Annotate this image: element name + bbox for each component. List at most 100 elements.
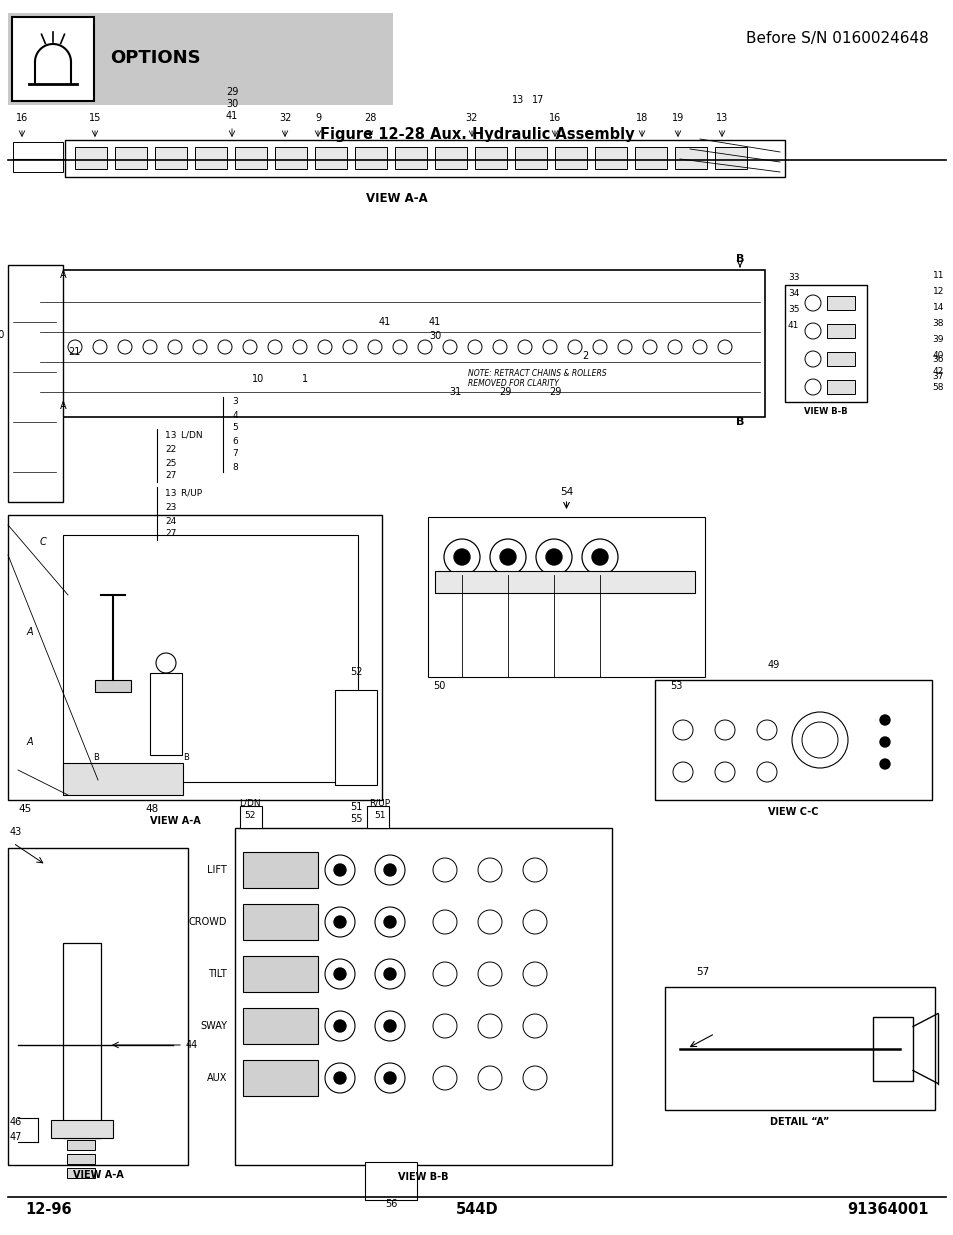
Text: 12-96: 12-96	[25, 1202, 71, 1216]
Text: TILT: TILT	[208, 969, 227, 979]
Bar	[51, 1120, 112, 1137]
Bar	[243, 904, 317, 940]
Bar	[428, 517, 704, 677]
Bar	[664, 987, 934, 1110]
Circle shape	[454, 550, 470, 564]
Text: 41: 41	[378, 317, 391, 327]
Text: CROWD: CROWD	[189, 918, 227, 927]
Circle shape	[879, 760, 889, 769]
Text: OPTIONS: OPTIONS	[110, 49, 200, 67]
Text: B: B	[93, 753, 99, 762]
Text: 16: 16	[548, 112, 560, 124]
Bar	[872, 1016, 912, 1081]
Text: 11: 11	[931, 270, 943, 279]
Text: 55: 55	[350, 814, 362, 824]
Text: 24: 24	[165, 516, 176, 526]
Text: 27: 27	[165, 530, 176, 538]
Text: 45: 45	[18, 804, 31, 814]
Bar	[65, 140, 784, 177]
Text: 32: 32	[278, 112, 291, 124]
Text: 54: 54	[559, 487, 573, 496]
Text: 52: 52	[244, 811, 255, 820]
Text: 41: 41	[226, 111, 238, 121]
Bar	[826, 380, 854, 394]
Text: 15: 15	[89, 112, 101, 124]
Text: 47: 47	[10, 1132, 22, 1142]
Bar	[194, 147, 227, 169]
Text: 23: 23	[165, 504, 176, 513]
Circle shape	[384, 1072, 395, 1084]
Text: 44: 44	[186, 1040, 198, 1050]
Text: 14: 14	[932, 303, 943, 311]
Text: VIEW C-C: VIEW C-C	[767, 806, 818, 818]
Bar	[826, 324, 854, 338]
Text: 13: 13	[715, 112, 727, 124]
Text: SWAY: SWAY	[200, 1021, 227, 1031]
Text: 91364001: 91364001	[846, 1202, 928, 1216]
Bar	[8, 14, 393, 105]
Text: 38: 38	[931, 319, 943, 327]
Text: VIEW B-B: VIEW B-B	[397, 1172, 448, 1182]
Bar	[95, 680, 131, 692]
Bar	[150, 673, 182, 755]
Bar	[67, 1153, 95, 1165]
Text: 19: 19	[671, 112, 683, 124]
Bar	[675, 147, 706, 169]
Text: 3: 3	[232, 398, 237, 406]
Text: 22: 22	[165, 446, 176, 454]
Text: Before S/N 0160024648: Before S/N 0160024648	[745, 31, 928, 46]
Text: 16: 16	[16, 112, 28, 124]
Text: 9: 9	[314, 112, 321, 124]
Text: 20: 20	[0, 330, 5, 340]
Text: 6: 6	[232, 436, 237, 446]
Bar	[13, 142, 63, 172]
Text: 51: 51	[374, 811, 385, 820]
Text: 46: 46	[10, 1116, 22, 1128]
Text: VIEW A-A: VIEW A-A	[150, 816, 200, 826]
Text: LIFT: LIFT	[207, 864, 227, 876]
Bar	[243, 1008, 317, 1044]
Text: 18: 18	[636, 112, 647, 124]
Text: 27: 27	[165, 472, 176, 480]
Text: 13 L/DN: 13 L/DN	[165, 431, 202, 440]
Text: 30: 30	[429, 331, 440, 341]
Bar	[435, 147, 467, 169]
Bar	[67, 1140, 95, 1150]
Text: 39: 39	[931, 335, 943, 343]
Bar	[395, 147, 427, 169]
Bar	[475, 147, 506, 169]
Bar	[115, 147, 147, 169]
Circle shape	[592, 550, 607, 564]
Bar	[435, 571, 695, 593]
Text: 10: 10	[252, 374, 264, 384]
Text: 50: 50	[433, 680, 445, 692]
Text: 29: 29	[226, 86, 238, 98]
Circle shape	[879, 715, 889, 725]
Bar	[826, 296, 854, 310]
Text: 31: 31	[449, 387, 460, 396]
Bar	[63, 944, 101, 1137]
Bar	[515, 147, 546, 169]
Text: 41: 41	[429, 317, 440, 327]
Text: 29: 29	[498, 387, 511, 396]
Bar	[635, 147, 666, 169]
Text: 53: 53	[669, 680, 681, 692]
Circle shape	[334, 864, 346, 876]
Bar	[274, 147, 307, 169]
Bar	[365, 1162, 416, 1200]
Text: 49: 49	[766, 659, 779, 671]
Bar	[35, 270, 764, 417]
Bar	[595, 147, 626, 169]
Circle shape	[879, 737, 889, 747]
Text: 2: 2	[581, 351, 587, 361]
Text: 7: 7	[232, 450, 237, 458]
Text: A: A	[27, 737, 33, 747]
Bar	[240, 806, 262, 827]
Bar	[314, 147, 347, 169]
Bar	[826, 352, 854, 366]
Text: 42: 42	[932, 367, 943, 375]
Circle shape	[384, 864, 395, 876]
Text: 4: 4	[232, 410, 237, 420]
Text: A: A	[27, 627, 33, 637]
Text: B: B	[183, 753, 189, 762]
